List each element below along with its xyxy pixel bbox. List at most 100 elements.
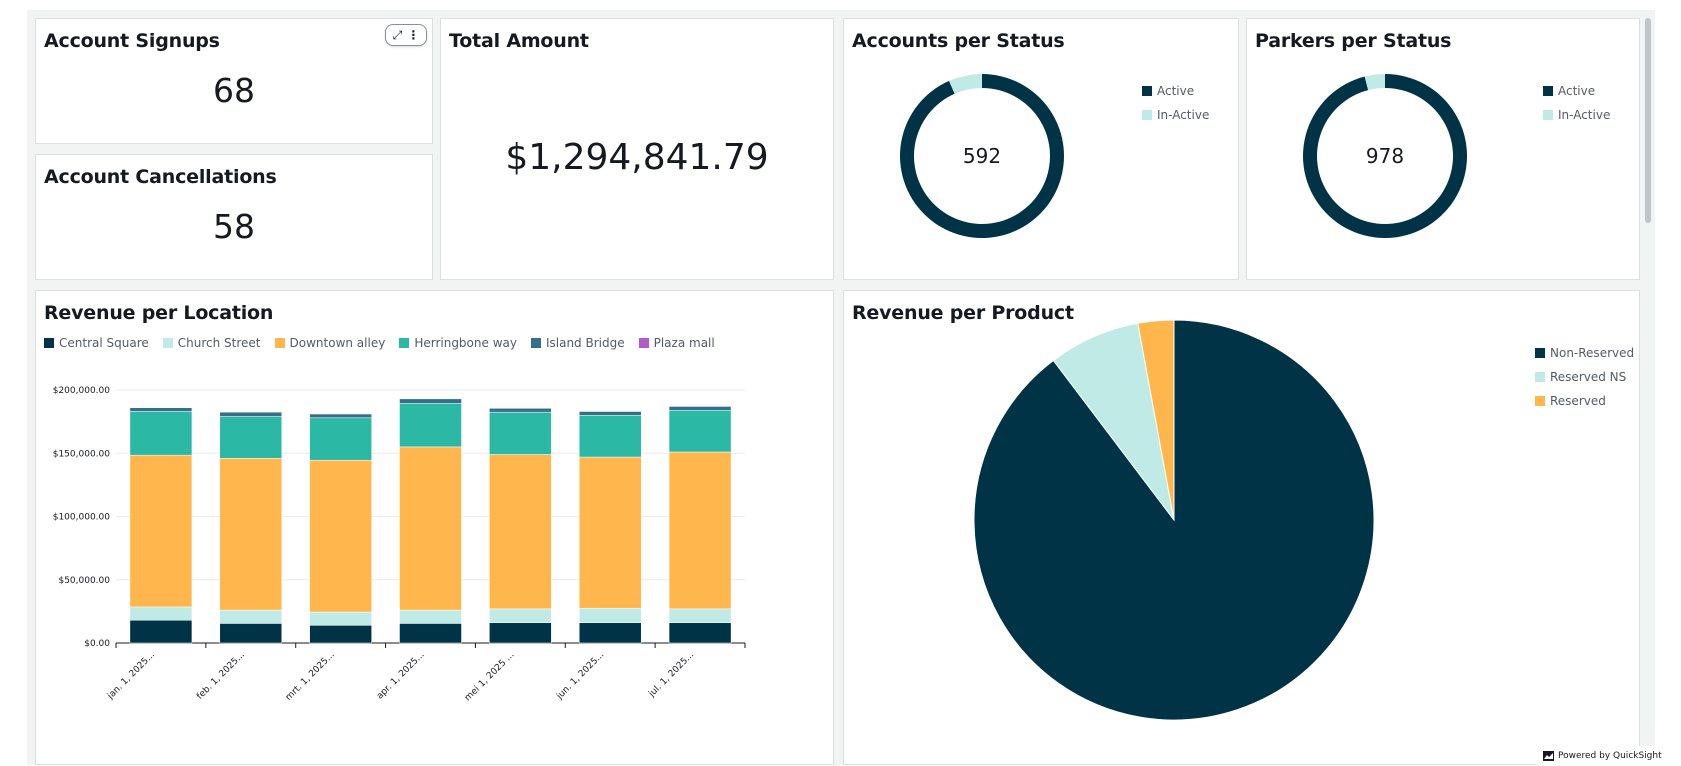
bar-segment[interactable] [668, 409, 732, 453]
x-tick-label: jun. 1, 2025... [554, 650, 606, 702]
scrollbar-thumb[interactable] [1645, 18, 1651, 223]
revenue-product-pie-chart [973, 319, 1375, 721]
account-cancellations-card[interactable]: Account Cancellations 58 [35, 154, 433, 280]
legend-swatch [1142, 86, 1152, 96]
bar-segment[interactable] [309, 413, 372, 419]
card-actions: ⤢ ⋮ [385, 24, 427, 46]
bar-segment[interactable] [309, 417, 372, 461]
bar-segment[interactable] [668, 451, 732, 610]
x-tick-label: jul. 1, 2025... [646, 650, 696, 700]
legend-item[interactable]: Reserved [1535, 389, 1634, 413]
bar-segment[interactable] [309, 625, 372, 644]
parkers-per-status-title: Parkers per Status [1255, 30, 1452, 52]
accounts-per-status-card[interactable]: Accounts per Status 592 Active In-Active [843, 18, 1239, 280]
bar-segment[interactable] [129, 407, 193, 412]
bar-segment[interactable] [219, 411, 283, 417]
donut-slice-in-active[interactable] [949, 74, 982, 94]
revenue-per-location-card[interactable]: Revenue per Location Central Square Churc… [35, 290, 834, 765]
legend-swatch [530, 338, 541, 348]
legend-swatch [274, 338, 285, 348]
bar-segment[interactable] [668, 622, 732, 644]
expand-icon[interactable]: ⤢ [392, 28, 403, 42]
y-tick-label: $200,000.00 [53, 386, 111, 396]
bar-segment[interactable] [309, 459, 372, 613]
bar-segment[interactable] [668, 406, 732, 411]
legend-label: Active [1558, 84, 1596, 98]
legend-swatch [1142, 110, 1152, 120]
legend-swatch [1535, 348, 1545, 358]
legend-label: Herringbone way [414, 336, 517, 350]
account-signups-card[interactable]: Account Signups 68 ⤢ ⋮ [35, 18, 433, 144]
legend-label: In-Active [1157, 108, 1210, 122]
quicksight-logo-icon [1543, 750, 1554, 761]
legend-item[interactable]: Plaza mall [638, 334, 715, 352]
bar-segment[interactable] [578, 622, 642, 644]
total-amount-card[interactable]: Total Amount $1,294,841.79 [440, 18, 834, 280]
donut-slice-in-active[interactable] [1364, 74, 1385, 91]
legend-item[interactable]: Island Bridge [530, 334, 625, 352]
pie-slice[interactable] [1137, 319, 1175, 521]
bar-segment[interactable] [489, 411, 552, 455]
bar-segment[interactable] [399, 609, 462, 624]
total-amount-title: Total Amount [449, 30, 589, 52]
legend-item-active[interactable]: Active [1142, 79, 1209, 103]
accounts-status-donut: 592 [900, 74, 1064, 238]
legend-swatch [638, 338, 649, 348]
legend-swatch [162, 338, 173, 348]
bar-segment[interactable] [129, 619, 193, 644]
accounts-per-status-title: Accounts per Status [852, 30, 1065, 52]
bar-segment[interactable] [668, 608, 732, 624]
bar-segment[interactable] [489, 454, 552, 610]
legend-item[interactable]: Herringbone way [399, 334, 517, 352]
bar-segment[interactable] [129, 606, 193, 621]
bar-segment[interactable] [219, 458, 283, 611]
powered-by-badge[interactable]: Powered by QuickSight [1537, 746, 1668, 765]
legend-item[interactable]: Central Square [44, 334, 149, 352]
bar-segment[interactable] [489, 608, 552, 624]
account-signups-value: 68 [213, 71, 255, 110]
bar-segment[interactable] [578, 411, 642, 416]
bar-segment[interactable] [489, 408, 552, 413]
bar-segment[interactable] [129, 411, 193, 456]
legend-item-active[interactable]: Active [1543, 79, 1610, 103]
legend-item[interactable]: Church Street [162, 334, 261, 352]
powered-by-text: Powered by QuickSight [1558, 750, 1662, 761]
accounts-status-legend: Active In-Active [1142, 79, 1209, 127]
bar-segment[interactable] [399, 446, 462, 611]
legend-label: Downtown alley [289, 336, 386, 350]
vertical-scrollbar[interactable] [1641, 10, 1655, 765]
bar-segment[interactable] [578, 456, 642, 609]
parkers-status-legend: Active In-Active [1543, 79, 1610, 127]
donut-center-value: 978 [1366, 144, 1404, 168]
bar-segment[interactable] [578, 415, 642, 458]
bar-segment[interactable] [129, 454, 193, 608]
bar-segment[interactable] [399, 623, 462, 644]
legend-swatch [1543, 86, 1553, 96]
legend-item[interactable]: Non-Reserved [1535, 341, 1634, 365]
legend-item-inactive[interactable]: In-Active [1142, 103, 1209, 127]
more-vertical-icon[interactable]: ⋮ [407, 28, 420, 42]
legend-item[interactable]: Downtown alley [274, 334, 386, 352]
revenue-per-product-title: Revenue per Product [852, 302, 1074, 324]
legend-label: Active [1157, 84, 1195, 98]
x-tick-label: mrt. 1, 2025... [284, 650, 337, 703]
bar-segment[interactable] [219, 623, 283, 644]
legend-label: Reserved NS [1550, 370, 1627, 384]
legend-label: Church Street [177, 336, 261, 350]
revenue-per-product-card[interactable]: Revenue per Product Non-Reserved Reserved… [843, 290, 1640, 765]
bar-segment[interactable] [399, 403, 462, 448]
bar-segment[interactable] [309, 611, 372, 626]
bar-segment[interactable] [219, 609, 283, 624]
legend-item[interactable]: Reserved NS [1535, 365, 1634, 389]
bar-segment[interactable] [219, 416, 283, 459]
parkers-per-status-card[interactable]: Parkers per Status 978 Active In-Active [1246, 18, 1640, 280]
revenue-location-legend: Central Square Church Street Downtown alle… [44, 334, 715, 352]
y-tick-label: $100,000.00 [53, 513, 111, 523]
legend-item-inactive[interactable]: In-Active [1543, 103, 1610, 127]
legend-label: In-Active [1558, 108, 1611, 122]
bar-segment[interactable] [578, 607, 642, 624]
legend-label: Plaza mall [653, 336, 715, 350]
bar-segment[interactable] [489, 622, 552, 644]
bar-segment[interactable] [399, 398, 462, 404]
legend-label: Reserved [1550, 394, 1606, 408]
